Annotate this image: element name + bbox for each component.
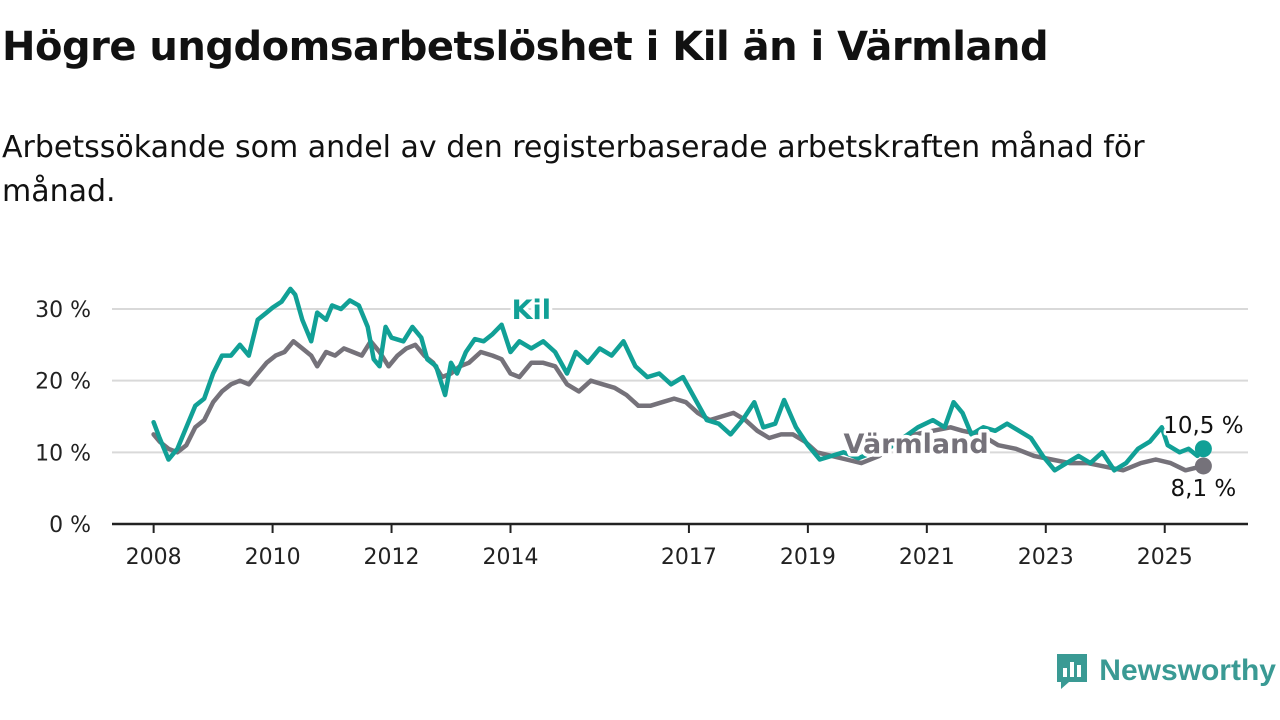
series-line-kil	[151, 286, 1206, 473]
y-tick-label: 30 %	[35, 298, 91, 323]
series-label-kil: Kil	[512, 295, 551, 326]
y-tick-label: 0 %	[49, 513, 91, 538]
x-tick-label: 2008	[126, 545, 182, 570]
end-point-kil	[1194, 440, 1212, 458]
y-tick-label: 10 %	[35, 441, 91, 466]
series-label-varmland: Värmland	[844, 429, 989, 460]
chart-subtitle: Arbetssökande som andel av den registerb…	[2, 130, 1145, 209]
series-line-varmland	[151, 339, 1206, 473]
x-tick-label: 2025	[1137, 545, 1193, 570]
end-point-varmland	[1194, 457, 1212, 475]
x-tick-label: 2010	[245, 545, 301, 570]
x-tick-label: 2012	[364, 545, 420, 570]
x-tick-label: 2021	[899, 545, 955, 570]
chart-title: Högre ungdomsarbetslöshet i Kil än i Vär…	[2, 24, 1049, 70]
end-value-label-kil: 10,5 %	[1163, 413, 1243, 439]
brand: Newsworthy	[1055, 652, 1276, 690]
newsworthy-logo-icon	[1057, 654, 1088, 689]
x-tick-label: 2014	[482, 545, 538, 570]
y-tick-label: 20 %	[35, 370, 91, 395]
line-chart: 0 % 10 % 20 % 30 % 2008 2010 2012 2014 2017 2019 2…	[35, 286, 1248, 570]
end-value-label-varmland: 8,1 %	[1171, 476, 1237, 502]
x-tick-label: 2023	[1018, 545, 1074, 570]
brand-name: Newsworthy	[1099, 654, 1276, 687]
x-tick-label: 2017	[661, 545, 717, 570]
x-tick-label: 2019	[780, 545, 836, 570]
